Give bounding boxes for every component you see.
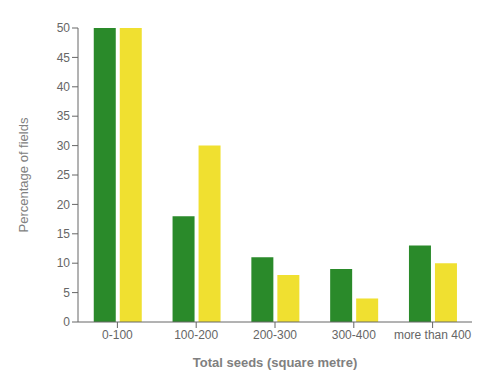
svg-text:more than 400: more than 400 bbox=[394, 328, 472, 342]
svg-text:10: 10 bbox=[57, 256, 71, 270]
svg-text:200-300: 200-300 bbox=[253, 328, 297, 342]
svg-text:15: 15 bbox=[57, 227, 71, 241]
svg-text:0: 0 bbox=[63, 315, 70, 329]
svg-text:300-400: 300-400 bbox=[332, 328, 376, 342]
svg-text:25: 25 bbox=[57, 168, 71, 182]
svg-text:45: 45 bbox=[57, 51, 71, 65]
svg-text:Total seeds (square metre): Total seeds (square metre) bbox=[193, 355, 357, 370]
svg-text:35: 35 bbox=[57, 109, 71, 123]
svg-text:Percentage of fields: Percentage of fields bbox=[16, 117, 31, 232]
svg-text:30: 30 bbox=[57, 139, 71, 153]
svg-text:100-200: 100-200 bbox=[174, 328, 218, 342]
svg-text:0-100: 0-100 bbox=[102, 328, 133, 342]
svg-text:20: 20 bbox=[57, 198, 71, 212]
svg-text:40: 40 bbox=[57, 80, 71, 94]
svg-text:50: 50 bbox=[57, 21, 71, 35]
svg-text:5: 5 bbox=[63, 286, 70, 300]
